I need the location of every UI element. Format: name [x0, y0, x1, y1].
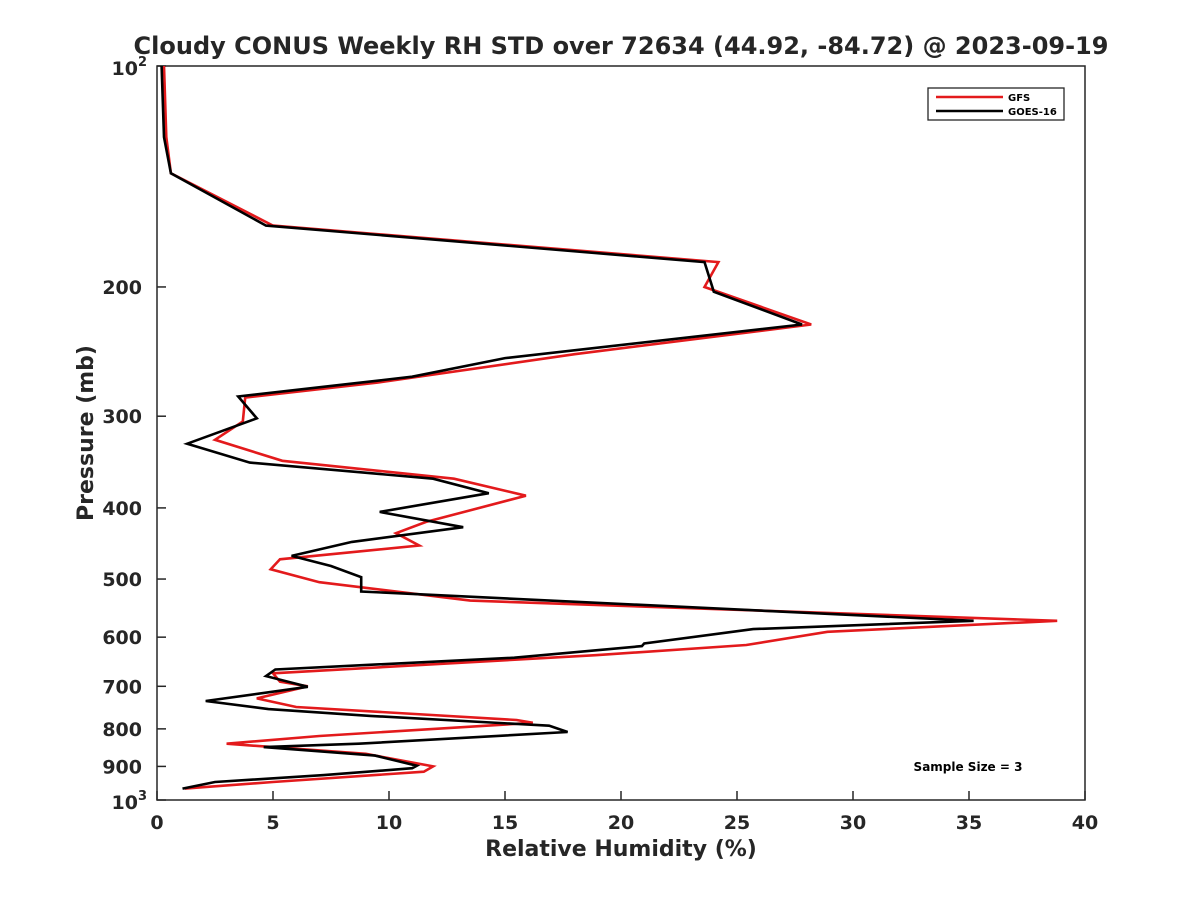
- x-tick-label: 15: [492, 812, 518, 834]
- legend: GFS GOES-16: [927, 87, 1065, 121]
- y-tick-label: 800: [102, 719, 142, 741]
- legend-box: [927, 87, 1065, 121]
- x-tick-label: 5: [266, 812, 279, 834]
- x-tick-label: 10: [376, 812, 402, 834]
- x-tick-label: 40: [1072, 812, 1098, 834]
- y-tick-label: 400: [102, 498, 142, 520]
- y-tick-label: 600: [102, 627, 142, 649]
- x-tick-label: 25: [724, 812, 750, 834]
- y-tick-label: 500: [102, 569, 142, 591]
- y-tick-label: 200: [102, 277, 142, 299]
- legend-label: GOES-16: [1008, 107, 1057, 118]
- y-tick-label: 300: [102, 406, 142, 428]
- chart-title: Cloudy CONUS Weekly RH STD over 72634 (4…: [134, 32, 1109, 60]
- x-tick-label: 35: [956, 812, 982, 834]
- x-axis-ticks: 0 5 10 15 20 25 30 35 40: [150, 791, 1098, 834]
- y-axis-label: Pressure (mb): [74, 345, 99, 521]
- series-line-goes-16: [160, 65, 974, 790]
- y-tick-label: 900: [102, 756, 142, 778]
- legend-label: GFS: [1008, 93, 1030, 104]
- series-line-gfs: [162, 65, 1058, 790]
- y-tick-label: 700: [102, 676, 142, 698]
- x-tick-label: 0: [150, 812, 163, 834]
- sample-size-annotation: Sample Size = 3: [914, 760, 1023, 774]
- y-tick-label: 102: [112, 55, 148, 80]
- x-tick-label: 30: [840, 812, 866, 834]
- x-tick-label: 20: [608, 812, 634, 834]
- y-axis-ticks: 102 200 300 400 500 600 700 800 900 103: [102, 55, 166, 814]
- x-axis-label: Relative Humidity (%): [485, 837, 757, 862]
- series-lines: [160, 65, 1058, 790]
- y-tick-label: 103: [112, 789, 148, 814]
